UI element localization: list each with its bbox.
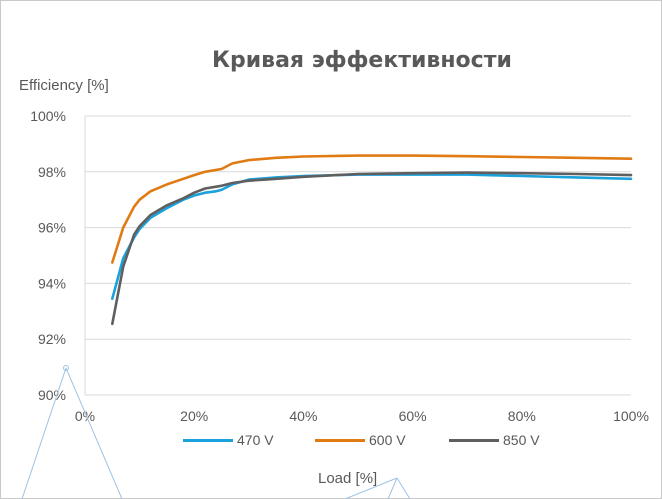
y-tick-label: 98% — [38, 164, 66, 180]
x-tick-label: 100% — [613, 408, 649, 424]
series-lines — [111, 154, 633, 326]
x-tick-label: 20% — [180, 408, 208, 424]
y-tick-label: 100% — [30, 108, 66, 124]
x-tick-label: 80% — [508, 408, 536, 424]
leader-line-0 — [21, 367, 67, 499]
chart-title: Кривая эффективности — [212, 48, 512, 73]
legend-label: 600 V — [369, 432, 406, 448]
legend-swatch — [183, 438, 233, 442]
y-tick-labels: 90% 92% 94% 96% 98% 100% — [30, 108, 66, 403]
legend-item: 470 V — [183, 432, 274, 448]
y-axis-label: Efficiency [%] — [19, 77, 109, 94]
leader-dot — [63, 365, 69, 371]
leader-line-2 — [344, 477, 398, 499]
leader-line-4 — [396, 477, 411, 499]
chart-legend: 470 V 600 V 850 V — [0, 432, 662, 452]
y-tick-label: 90% — [38, 387, 66, 403]
x-tick-label: 60% — [399, 408, 427, 424]
legend-swatch — [449, 438, 499, 442]
x-tick-label: 0% — [75, 408, 95, 424]
x-axis-label: Load [%] — [318, 470, 378, 487]
y-tick-label: 96% — [38, 220, 66, 236]
y-tick-label: 92% — [38, 331, 66, 347]
leader-line-1 — [65, 367, 123, 499]
grid-lines — [84, 115, 631, 396]
series-line-2 — [111, 171, 633, 326]
x-tick-label: 40% — [289, 408, 317, 424]
legend-swatch — [315, 438, 365, 442]
legend-label: 470 V — [237, 432, 274, 448]
legend-label: 850 V — [503, 432, 540, 448]
leader-line-3 — [387, 477, 398, 499]
legend-item: 850 V — [449, 432, 540, 448]
leader-lines — [21, 365, 411, 499]
legend-item: 600 V — [315, 432, 406, 448]
series-line-0 — [111, 173, 633, 301]
y-tick-label: 94% — [38, 275, 66, 291]
x-tick-labels: 0% 20% 40% 60% 80% 100% — [75, 408, 649, 424]
series-line-1 — [111, 154, 633, 264]
